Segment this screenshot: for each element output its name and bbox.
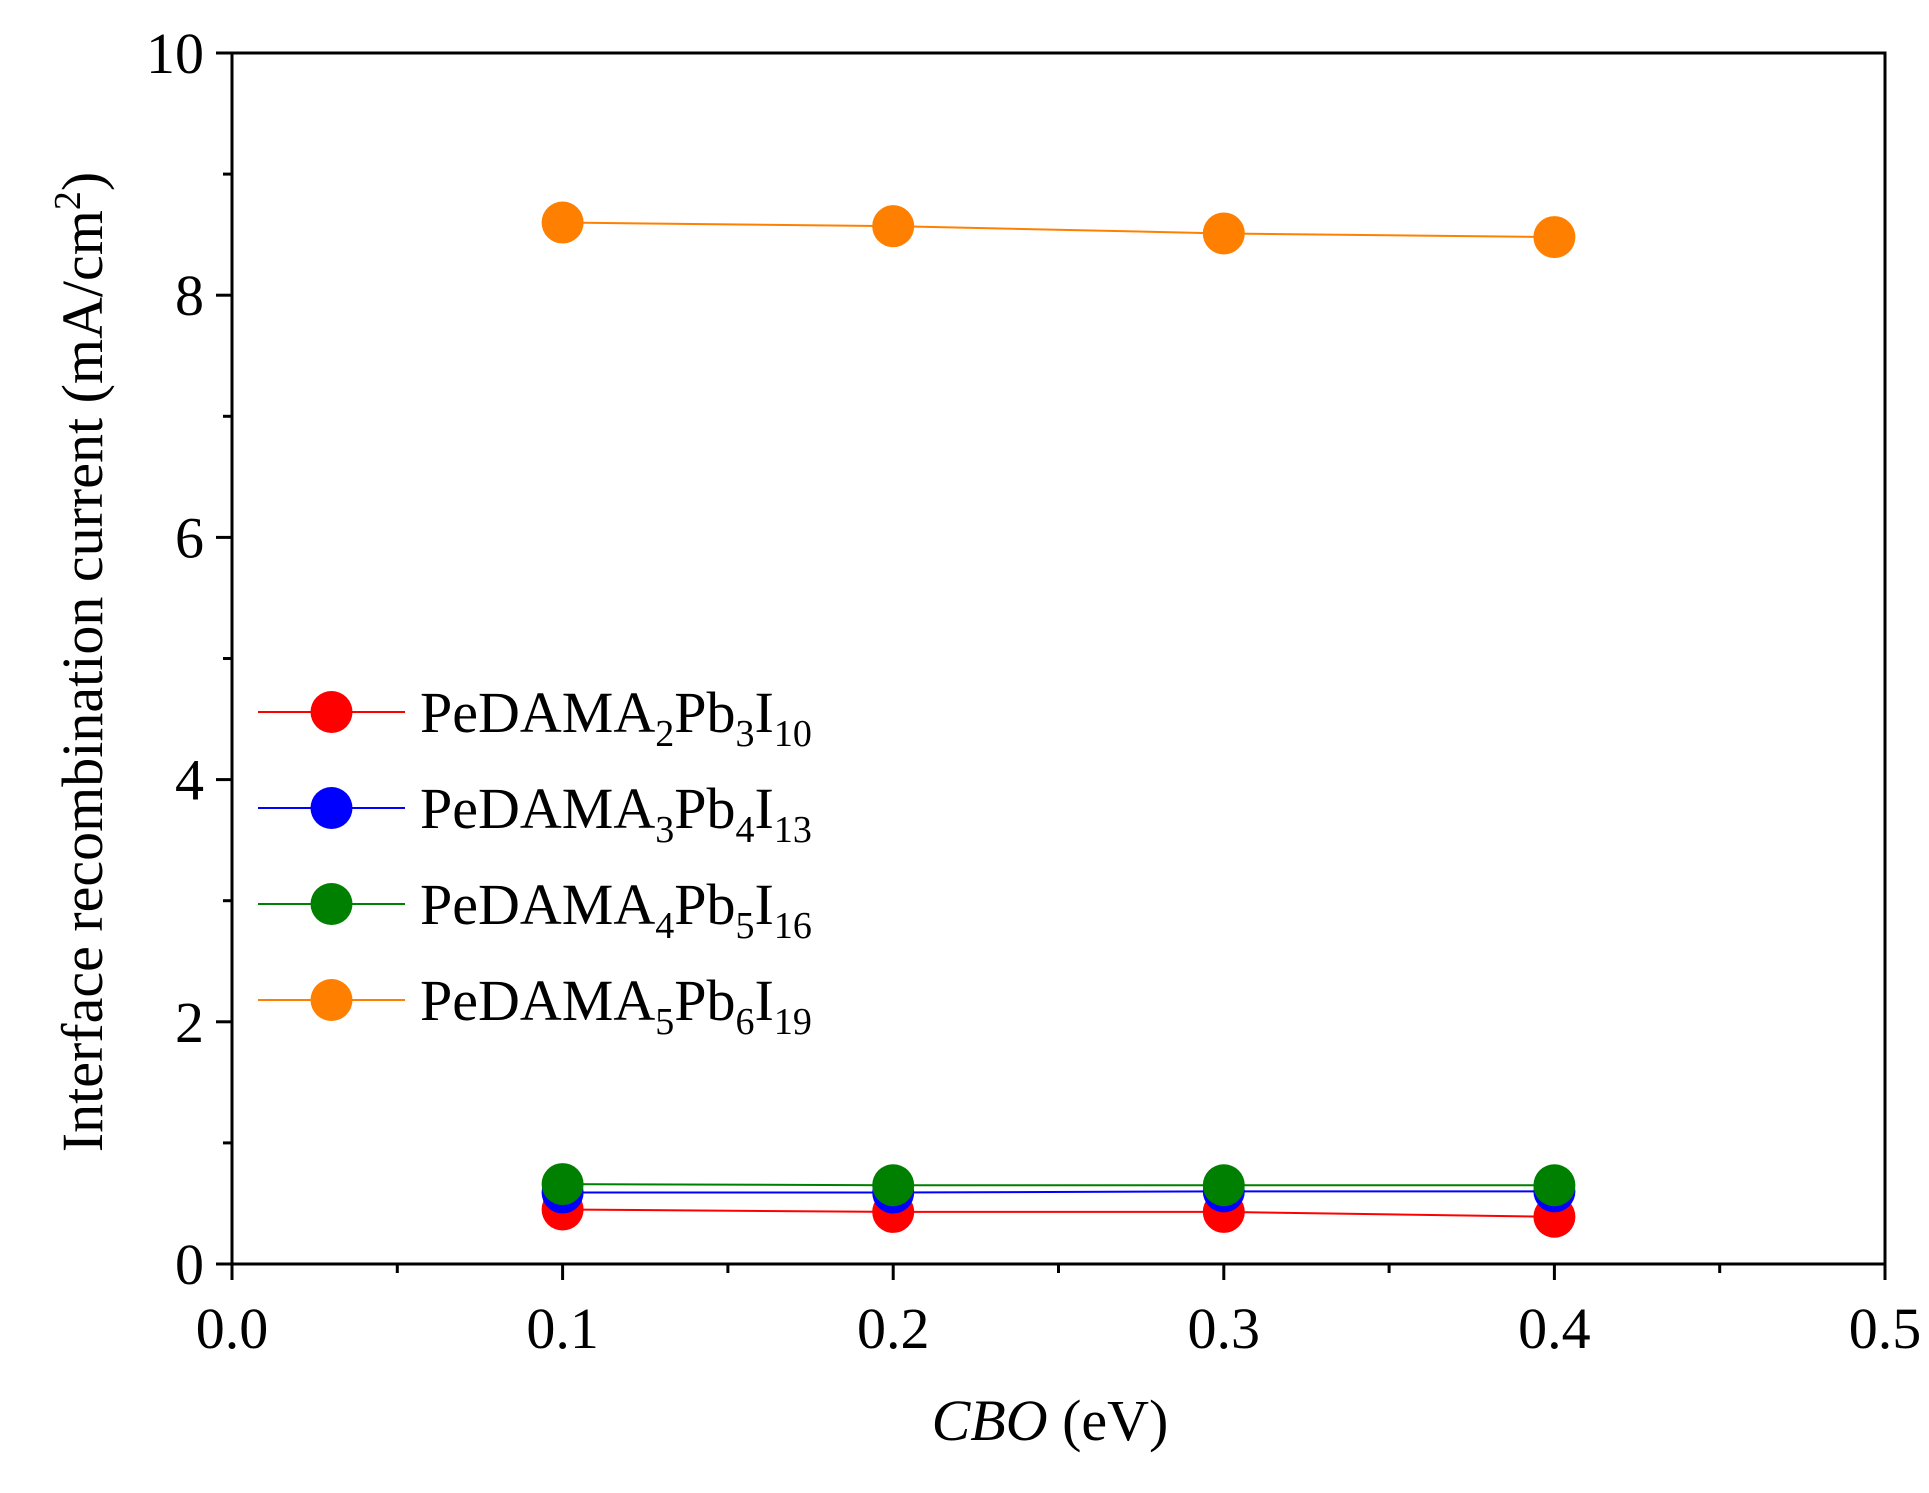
legend-label: PeDAMA5Pb6I19 xyxy=(420,968,812,1043)
plot-border xyxy=(230,51,1887,1266)
series-line xyxy=(562,1183,1555,1187)
legend-label: PeDAMA2Pb3I10 xyxy=(420,680,812,755)
series-3 xyxy=(541,1163,1576,1207)
legend-label-text: Pb xyxy=(674,968,735,1033)
series-line xyxy=(562,1190,1555,1194)
legend-item-1: PeDAMA2Pb3I10 xyxy=(258,680,812,755)
x-tick-label: 0.4 xyxy=(1518,1296,1591,1361)
data-point xyxy=(1202,1164,1245,1207)
x-tick-label: 0.3 xyxy=(1188,1296,1261,1361)
legend-marker xyxy=(310,883,353,925)
legend-label: PeDAMA3Pb4I13 xyxy=(420,776,812,851)
legend-label-text: I xyxy=(755,776,774,841)
legend-label: PeDAMA4Pb5I16 xyxy=(420,872,812,947)
y-axis-label: Interface recombination current (mA/cm2) xyxy=(47,172,115,1152)
series-layer xyxy=(541,201,1576,1238)
legend-label-subscript: 19 xyxy=(774,1001,812,1043)
legend-label-text: PeDAMA xyxy=(420,968,655,1033)
legend-label-text: Pb xyxy=(674,776,735,841)
y-axis: 0 2 4 6 8 10 xyxy=(146,21,232,1297)
legend-marker xyxy=(310,787,353,829)
x-tick-label: 0.2 xyxy=(857,1296,930,1361)
data-point xyxy=(541,1163,584,1206)
y-axis-label-sup: 2 xyxy=(47,191,89,210)
legend-label-subscript: 6 xyxy=(736,1001,755,1043)
data-point xyxy=(1202,212,1245,255)
y-tick-label: 2 xyxy=(175,990,204,1055)
legend-label-text: I xyxy=(755,872,774,937)
legend-label-subscript: 5 xyxy=(736,905,755,947)
x-axis: 0.0 0.1 0.2 0.3 0.4 0.5 xyxy=(196,1264,1922,1361)
y-tick-label: 8 xyxy=(175,263,204,328)
y-tick-label: 10 xyxy=(146,21,204,86)
data-point xyxy=(1533,1164,1576,1207)
data-point xyxy=(872,205,915,248)
legend-label-text: Pb xyxy=(674,680,735,745)
legend-label-subscript: 4 xyxy=(655,905,674,947)
y-tick-label: 6 xyxy=(175,505,204,570)
x-tick-label: 0.0 xyxy=(196,1296,269,1361)
series-line xyxy=(562,221,1555,239)
legend-label-subscript: 2 xyxy=(655,713,674,755)
legend-item-3: PeDAMA4Pb5I16 xyxy=(258,872,812,947)
x-axis-label-unit: (eV) xyxy=(1048,1388,1169,1453)
legend-label-subscript: 3 xyxy=(736,713,755,755)
y-axis-label-main: Interface recombination current (mA/cm xyxy=(50,210,115,1152)
legend-label-subscript: 4 xyxy=(736,809,755,851)
legend-label-text: PeDAMA xyxy=(420,680,655,745)
legend-label-text: PeDAMA xyxy=(420,776,655,841)
legend-label-text: PeDAMA xyxy=(420,872,655,937)
legend-label-text: I xyxy=(755,680,774,745)
data-point xyxy=(1533,216,1576,259)
legend-marker xyxy=(310,979,353,1021)
x-axis-label-italic: CBO xyxy=(932,1388,1048,1453)
x-axis-label: CBO (eV) xyxy=(932,1388,1169,1453)
series-1 xyxy=(541,1188,1576,1238)
legend-label-subscript: 13 xyxy=(774,809,812,851)
data-point xyxy=(872,1164,915,1207)
series-line xyxy=(562,1208,1555,1218)
legend-label-text: I xyxy=(755,968,774,1033)
series-4 xyxy=(541,201,1576,259)
legend-label-text: Pb xyxy=(674,872,735,937)
y-tick-label: 0 xyxy=(175,1232,204,1297)
legend: PeDAMA2Pb3I10PeDAMA3Pb4I13PeDAMA4Pb5I16P… xyxy=(258,680,812,1043)
legend-marker xyxy=(310,691,353,733)
series-2 xyxy=(541,1170,1576,1214)
legend-item-4: PeDAMA5Pb6I19 xyxy=(258,968,812,1043)
x-tick-label: 0.1 xyxy=(526,1296,599,1361)
legend-label-subscript: 16 xyxy=(774,905,812,947)
y-tick-label: 4 xyxy=(175,748,204,813)
x-tick-label: 0.5 xyxy=(1849,1296,1922,1361)
plot-frame xyxy=(230,51,1887,1266)
legend-label-subscript: 5 xyxy=(655,1001,674,1043)
legend-label-subscript: 3 xyxy=(655,809,674,851)
legend-item-2: PeDAMA3Pb4I13 xyxy=(258,776,812,851)
legend-label-subscript: 10 xyxy=(774,713,812,755)
y-axis-label-close: ) xyxy=(50,172,115,191)
data-point xyxy=(541,201,584,244)
